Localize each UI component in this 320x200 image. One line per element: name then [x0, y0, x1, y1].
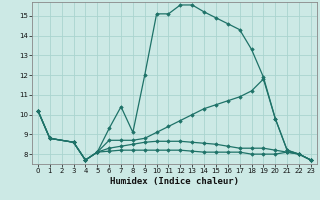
X-axis label: Humidex (Indice chaleur): Humidex (Indice chaleur): [110, 177, 239, 186]
